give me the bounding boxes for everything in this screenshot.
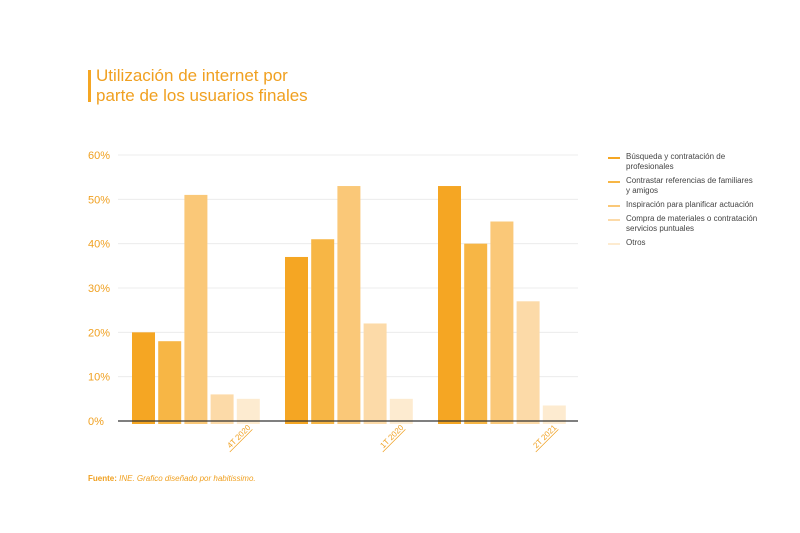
legend-swatch [608,219,620,221]
bar [184,194,208,424]
bar [132,332,155,424]
bar [490,221,514,424]
legend-label: Otros [626,238,646,247]
bar [363,323,387,424]
bar [464,243,488,424]
legend-swatch [608,205,620,207]
y-tick-label: 10% [88,372,110,384]
legend-item: Inspiración para planificar actuación [608,200,758,210]
y-tick-label: 0% [88,416,104,428]
x-tick-label: 2T 2021 [531,423,558,450]
chart-title-line-1: Utilización de internet por [96,66,288,85]
legend-item: Otros [608,238,758,248]
legend-label: Inspiración para planificar actuación [626,200,754,209]
x-tick-label: 1T 2020 [378,423,405,450]
chart-title: Utilización de internet por parte de los… [96,66,308,106]
legend-item: Búsqueda y contratación de profesionales [608,152,758,172]
bar [311,239,335,424]
x-tick-underline [229,429,253,453]
bar [337,186,361,424]
source-label: Fuente: [88,474,117,483]
legend-swatch [608,181,620,183]
y-tick-label: 50% [88,194,110,206]
x-tick-underline [382,429,406,453]
chart-title-line-2: parte de los usuarios finales [96,86,308,105]
legend-item: Contrastar referencias de familiares y a… [608,176,758,196]
legend-label: Búsqueda y contratación de profesionales [626,152,726,171]
legend-swatch [608,243,620,245]
bar [236,398,260,424]
y-tick-label: 40% [88,239,110,251]
y-tick-label: 20% [88,327,110,339]
y-tick-label: 30% [88,283,110,295]
title-accent-bar [88,70,91,102]
bar [285,256,308,424]
bar [542,405,566,424]
x-tick-label: 4T 2020 [225,423,252,450]
bar [210,394,234,424]
legend-swatch [608,157,620,159]
legend-item: Compra de materiales o contratación serv… [608,214,758,234]
source-text: INE. Grafico diseñado por habitissimo. [119,474,256,483]
legend: Búsqueda y contratación de profesionales… [608,152,758,252]
bar [389,398,413,424]
source-note: Fuente: INE. Grafico diseñado por habiti… [88,474,256,483]
x-tick-underline [535,429,559,453]
bar [158,341,182,424]
legend-label: Compra de materiales o contratación serv… [626,214,758,233]
bar [516,301,540,424]
bar [438,186,461,424]
legend-label: Contrastar referencias de familiares y a… [626,176,753,195]
y-tick-label: 60% [88,150,110,162]
